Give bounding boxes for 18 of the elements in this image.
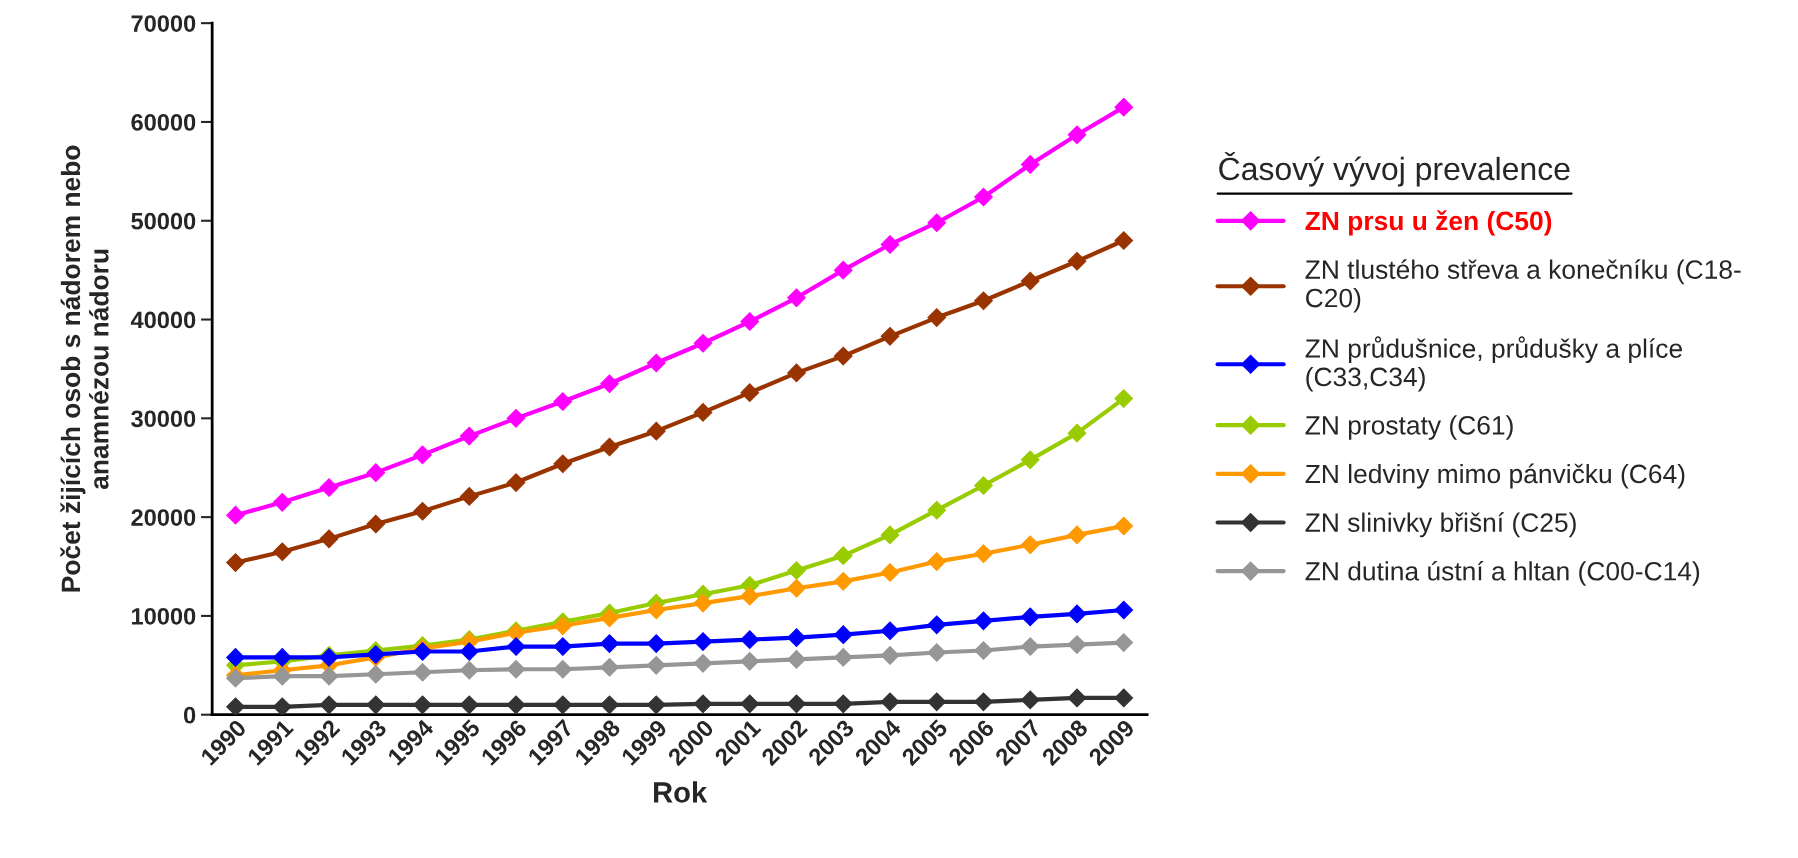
y-tick-label: 60000 (131, 114, 196, 131)
legend-label: ZN slinivky břišní (C25) (1305, 512, 1576, 538)
legend-label: ZN prsu u žen (C50) (1305, 210, 1552, 236)
y-tick-label: 20000 (131, 509, 196, 526)
legend-label: ZN ledviny mimo pánvičku (C64) (1305, 463, 1685, 489)
y-tick-label: 50000 (131, 212, 196, 230)
legend-label: ZN průdušnice, průdušky a plíce (C33,C34) (1305, 336, 1682, 392)
y-tick-label: 40000 (130, 311, 196, 329)
y-tick-label: 70000 (131, 15, 196, 32)
x-axis-title: Rok (654, 781, 708, 803)
legend-title: Časový vývoj prevalence (1219, 152, 1570, 187)
legend-label: ZN prostaty (C61) (1305, 415, 1513, 440)
y-tick-label: 30000 (131, 410, 196, 428)
legend-label: ZN dutina ústní a hltan (C00-C14) (1305, 560, 1700, 586)
y-axis-title: Počet žijících osob s nádorem nebo anamnézou nádoru (60, 145, 109, 592)
y-tick-label: 0 (184, 706, 196, 724)
y-tick-label: 10000 (132, 607, 196, 625)
legend-label: ZN tlustého střeva a konečníku (C18- C20) (1305, 259, 1741, 313)
